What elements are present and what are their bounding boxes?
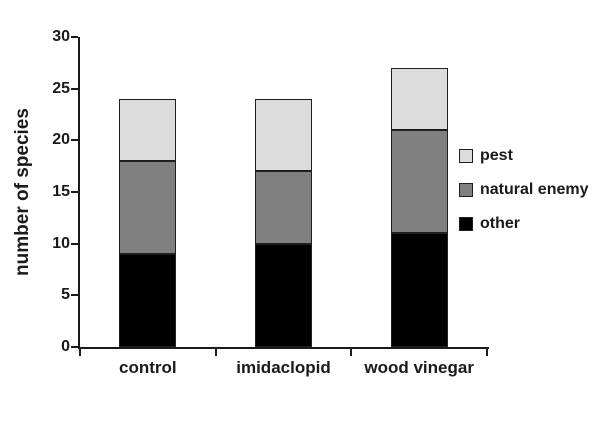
- y-axis-title-text: number of species: [12, 108, 34, 276]
- legend-swatch: [459, 183, 473, 197]
- x-tick-mark: [350, 349, 353, 356]
- y-tick-label: 15: [52, 183, 70, 200]
- x-tick-mark: [486, 349, 488, 356]
- y-tick-mark: [71, 139, 78, 142]
- bar-segment-other: [255, 243, 312, 347]
- legend-item: pest: [459, 144, 588, 168]
- x-tick-mark: [79, 349, 81, 356]
- y-tick-mark: [71, 294, 78, 297]
- bar-segment-pest: [390, 68, 448, 130]
- legend-label: other: [480, 215, 520, 232]
- legend-swatch: [459, 149, 473, 163]
- legend-item: other: [459, 212, 588, 236]
- y-tick-label: 5: [61, 286, 70, 304]
- y-tick-label: 0: [61, 338, 70, 355]
- bar-segment-pest: [119, 99, 177, 161]
- y-tick-mark: [71, 36, 78, 38]
- y-tick-label: 10: [52, 234, 70, 252]
- legend-label: natural enemy: [480, 181, 589, 198]
- legend-label: pest: [480, 147, 513, 164]
- bar-segment-natural-enemy: [390, 130, 448, 234]
- bar-segment-pest: [255, 99, 312, 172]
- bar-segment-natural-enemy: [255, 171, 312, 244]
- bar-segment-natural-enemy: [119, 161, 177, 254]
- x-axis-line: [78, 347, 489, 349]
- y-tick-label: 20: [52, 131, 70, 149]
- bar-segment-other: [119, 254, 177, 347]
- x-tick-mark: [214, 349, 217, 356]
- legend: pest natural enemy other: [459, 144, 588, 246]
- y-tick-label: 25: [52, 79, 70, 97]
- x-category-label: control: [119, 358, 177, 377]
- y-axis-title: number of species: [8, 37, 38, 347]
- x-category-label: wood vinegar: [364, 358, 474, 377]
- y-tick-mark: [71, 346, 78, 348]
- y-tick-label: 30: [52, 28, 70, 45]
- bar-segment-other: [390, 233, 448, 347]
- legend-swatch: [459, 217, 473, 231]
- y-tick-mark: [71, 87, 78, 90]
- x-category-label: imidaclopid: [236, 358, 331, 377]
- legend-item: natural enemy: [459, 178, 588, 202]
- y-axis-line: [78, 37, 80, 349]
- y-tick-mark: [71, 242, 78, 245]
- y-tick-mark: [71, 191, 78, 193]
